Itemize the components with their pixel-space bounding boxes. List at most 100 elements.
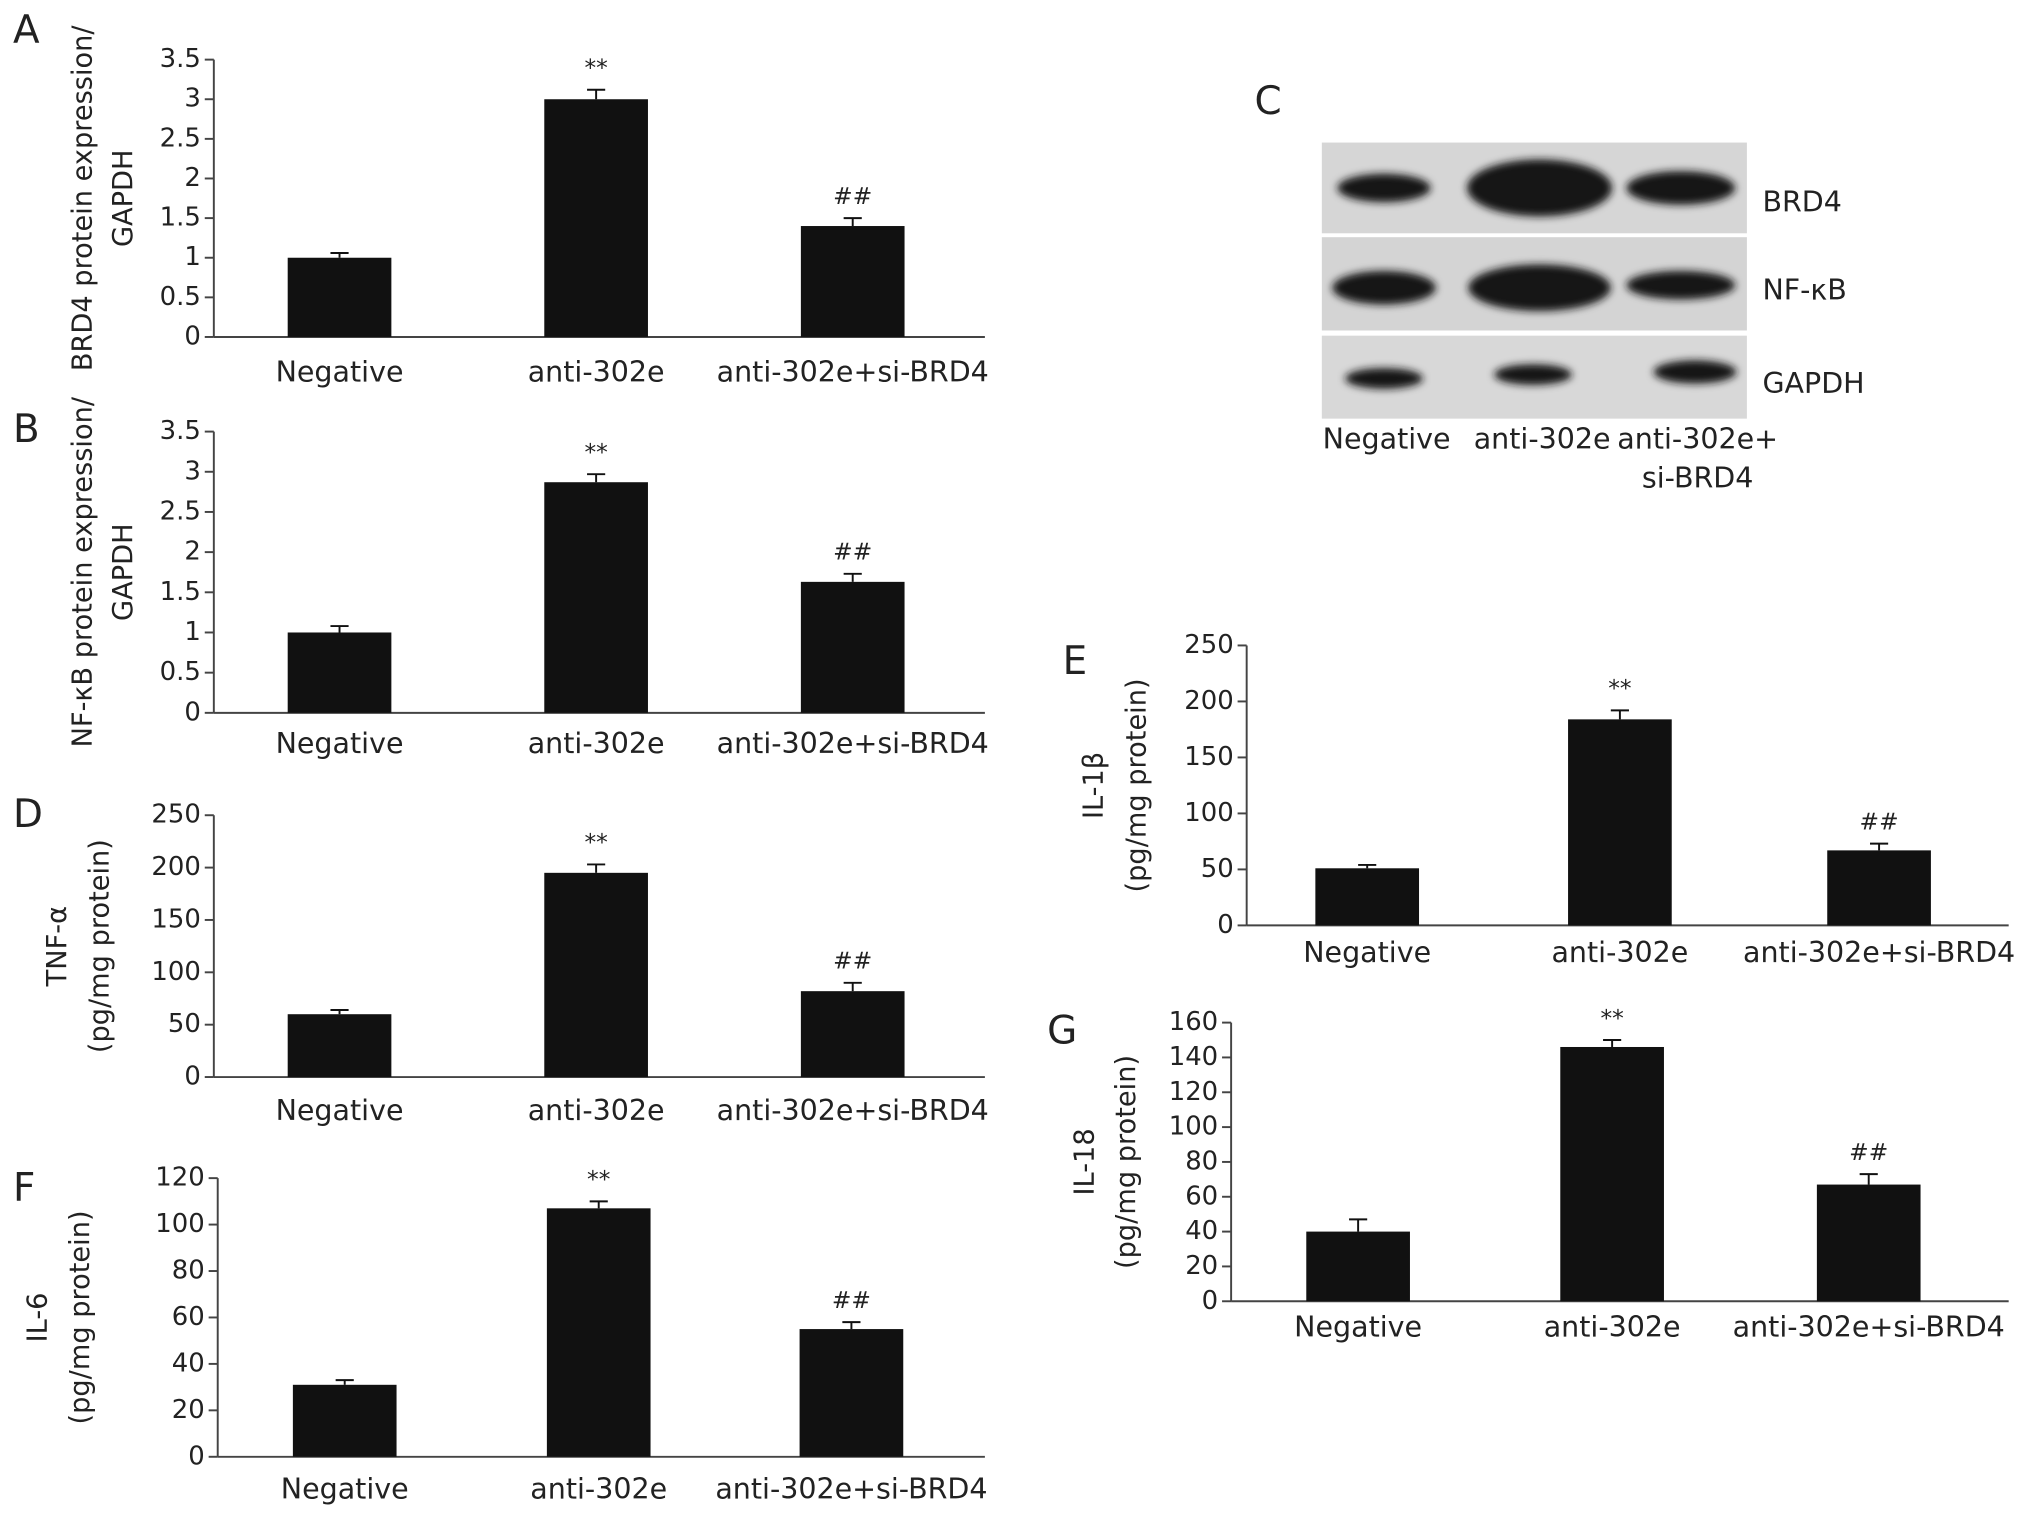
- x-tick-label: Negative: [276, 727, 404, 760]
- y-tick-label: 140: [1169, 1042, 1218, 1072]
- bar: [1827, 850, 1931, 926]
- annotation: **: [584, 54, 607, 81]
- y-tick-label: 1: [184, 617, 200, 647]
- bar: [800, 581, 905, 713]
- y-axis-label: GAPDH: [108, 150, 139, 248]
- y-tick-label: 0: [1202, 1286, 1218, 1316]
- bar: [1568, 719, 1672, 926]
- x-tick-label: anti-302e: [530, 1472, 667, 1505]
- panel-label: D: [13, 792, 43, 837]
- y-tick-label: 3: [184, 456, 200, 486]
- bar: [546, 1208, 651, 1457]
- x-tick-label: Negative: [276, 355, 404, 388]
- y-tick-label: 100: [1184, 798, 1233, 828]
- blot-row-label: NF-κB: [1762, 274, 1846, 307]
- y-tick-label: 100: [151, 957, 200, 987]
- x-tick-label: Negative: [276, 1094, 404, 1127]
- y-tick-label: 60: [1185, 1181, 1218, 1211]
- y-tick-label: 40: [172, 1348, 205, 1378]
- y-tick-label: 120: [155, 1163, 204, 1193]
- y-tick-label: 150: [1184, 742, 1233, 772]
- y-tick-label: 150: [151, 904, 200, 934]
- blot-lane-label: anti-302e: [1474, 423, 1611, 456]
- band: [1468, 264, 1611, 312]
- x-tick-label: Negative: [281, 1472, 409, 1505]
- annotation: ##: [1860, 808, 1899, 835]
- y-tick-label: 0: [184, 1062, 200, 1092]
- y-tick-label: 0: [184, 321, 200, 351]
- y-tick-label: 60: [172, 1302, 205, 1332]
- y-axis-label: TNF-α: [42, 906, 73, 987]
- y-tick-label: 2: [184, 537, 200, 567]
- y-tick-label: 20: [1185, 1251, 1218, 1281]
- annotation: **: [587, 1166, 610, 1193]
- bar: [800, 226, 905, 337]
- y-tick-label: 250: [151, 800, 200, 830]
- panel-label: B: [13, 407, 40, 452]
- bar: [1560, 1046, 1664, 1302]
- bar: [1816, 1184, 1921, 1302]
- x-tick-label: anti-302e+si-BRD4: [1733, 1310, 2005, 1343]
- y-tick-label: 100: [155, 1209, 204, 1239]
- x-tick-label: anti-302e: [528, 1094, 665, 1127]
- y-axis-label: IL-1β: [1079, 752, 1110, 819]
- y-axis-label: IL-18: [1069, 1128, 1100, 1195]
- bar: [544, 482, 648, 713]
- x-tick-label: anti-302e+si-BRD4: [717, 727, 989, 760]
- y-tick-label: 50: [168, 1009, 201, 1039]
- y-tick-label: 80: [172, 1256, 205, 1286]
- y-tick-label: 0: [1217, 910, 1233, 940]
- x-tick-label: Negative: [1294, 1310, 1422, 1343]
- y-tick-label: 1: [184, 242, 200, 272]
- y-tick-label: 100: [1169, 1112, 1218, 1142]
- annotation: ##: [832, 1287, 871, 1314]
- y-tick-label: 200: [151, 852, 200, 882]
- band: [1332, 270, 1436, 305]
- bar: [544, 99, 648, 337]
- y-axis-label: (pg/mg protein): [65, 1210, 96, 1424]
- bar: [544, 872, 648, 1078]
- blot-row-label: GAPDH: [1762, 367, 1864, 400]
- band: [1466, 159, 1613, 217]
- annotation: ##: [833, 539, 872, 566]
- x-tick-label: anti-302e: [1544, 1310, 1681, 1343]
- blot-lane-label: si-BRD4: [1642, 462, 1753, 495]
- annotation: ##: [833, 948, 872, 975]
- band: [1653, 360, 1737, 384]
- bar: [287, 1014, 392, 1078]
- y-tick-label: 2.5: [160, 496, 201, 526]
- y-tick-label: 3.5: [160, 44, 201, 74]
- y-tick-label: 40: [1185, 1216, 1218, 1246]
- x-tick-label: anti-302e+si-BRD4: [1743, 936, 2015, 969]
- band: [1626, 171, 1736, 205]
- y-tick-label: 200: [1184, 686, 1233, 716]
- y-tick-label: 50: [1201, 854, 1234, 884]
- blot-lane-label: anti-302e+: [1617, 423, 1778, 456]
- blot-row-label: BRD4: [1762, 185, 1841, 218]
- y-tick-label: 1.5: [160, 577, 201, 607]
- y-tick-label: 0: [188, 1441, 204, 1471]
- annotation: **: [1600, 1005, 1623, 1032]
- y-tick-label: 0.5: [160, 657, 201, 687]
- x-tick-label: anti-302e: [528, 727, 665, 760]
- x-tick-label: Negative: [1303, 936, 1431, 969]
- y-tick-label: 80: [1185, 1146, 1218, 1176]
- y-axis-label: BRD4 protein expression/: [68, 25, 99, 372]
- band: [1626, 270, 1736, 300]
- annotation: **: [1608, 675, 1631, 702]
- bar: [1315, 868, 1420, 926]
- western-blot: [1321, 142, 1747, 419]
- annotation: **: [584, 829, 607, 856]
- panel-label: C: [1254, 79, 1281, 124]
- bar: [287, 632, 392, 713]
- y-tick-label: 120: [1169, 1077, 1218, 1107]
- annotation: ##: [833, 183, 872, 210]
- panel-label: E: [1063, 639, 1088, 684]
- bar: [799, 1329, 904, 1457]
- band: [1345, 368, 1423, 389]
- x-tick-label: anti-302e: [528, 355, 665, 388]
- band: [1494, 364, 1572, 385]
- y-axis-label: GAPDH: [108, 523, 139, 621]
- annotation: **: [584, 439, 607, 466]
